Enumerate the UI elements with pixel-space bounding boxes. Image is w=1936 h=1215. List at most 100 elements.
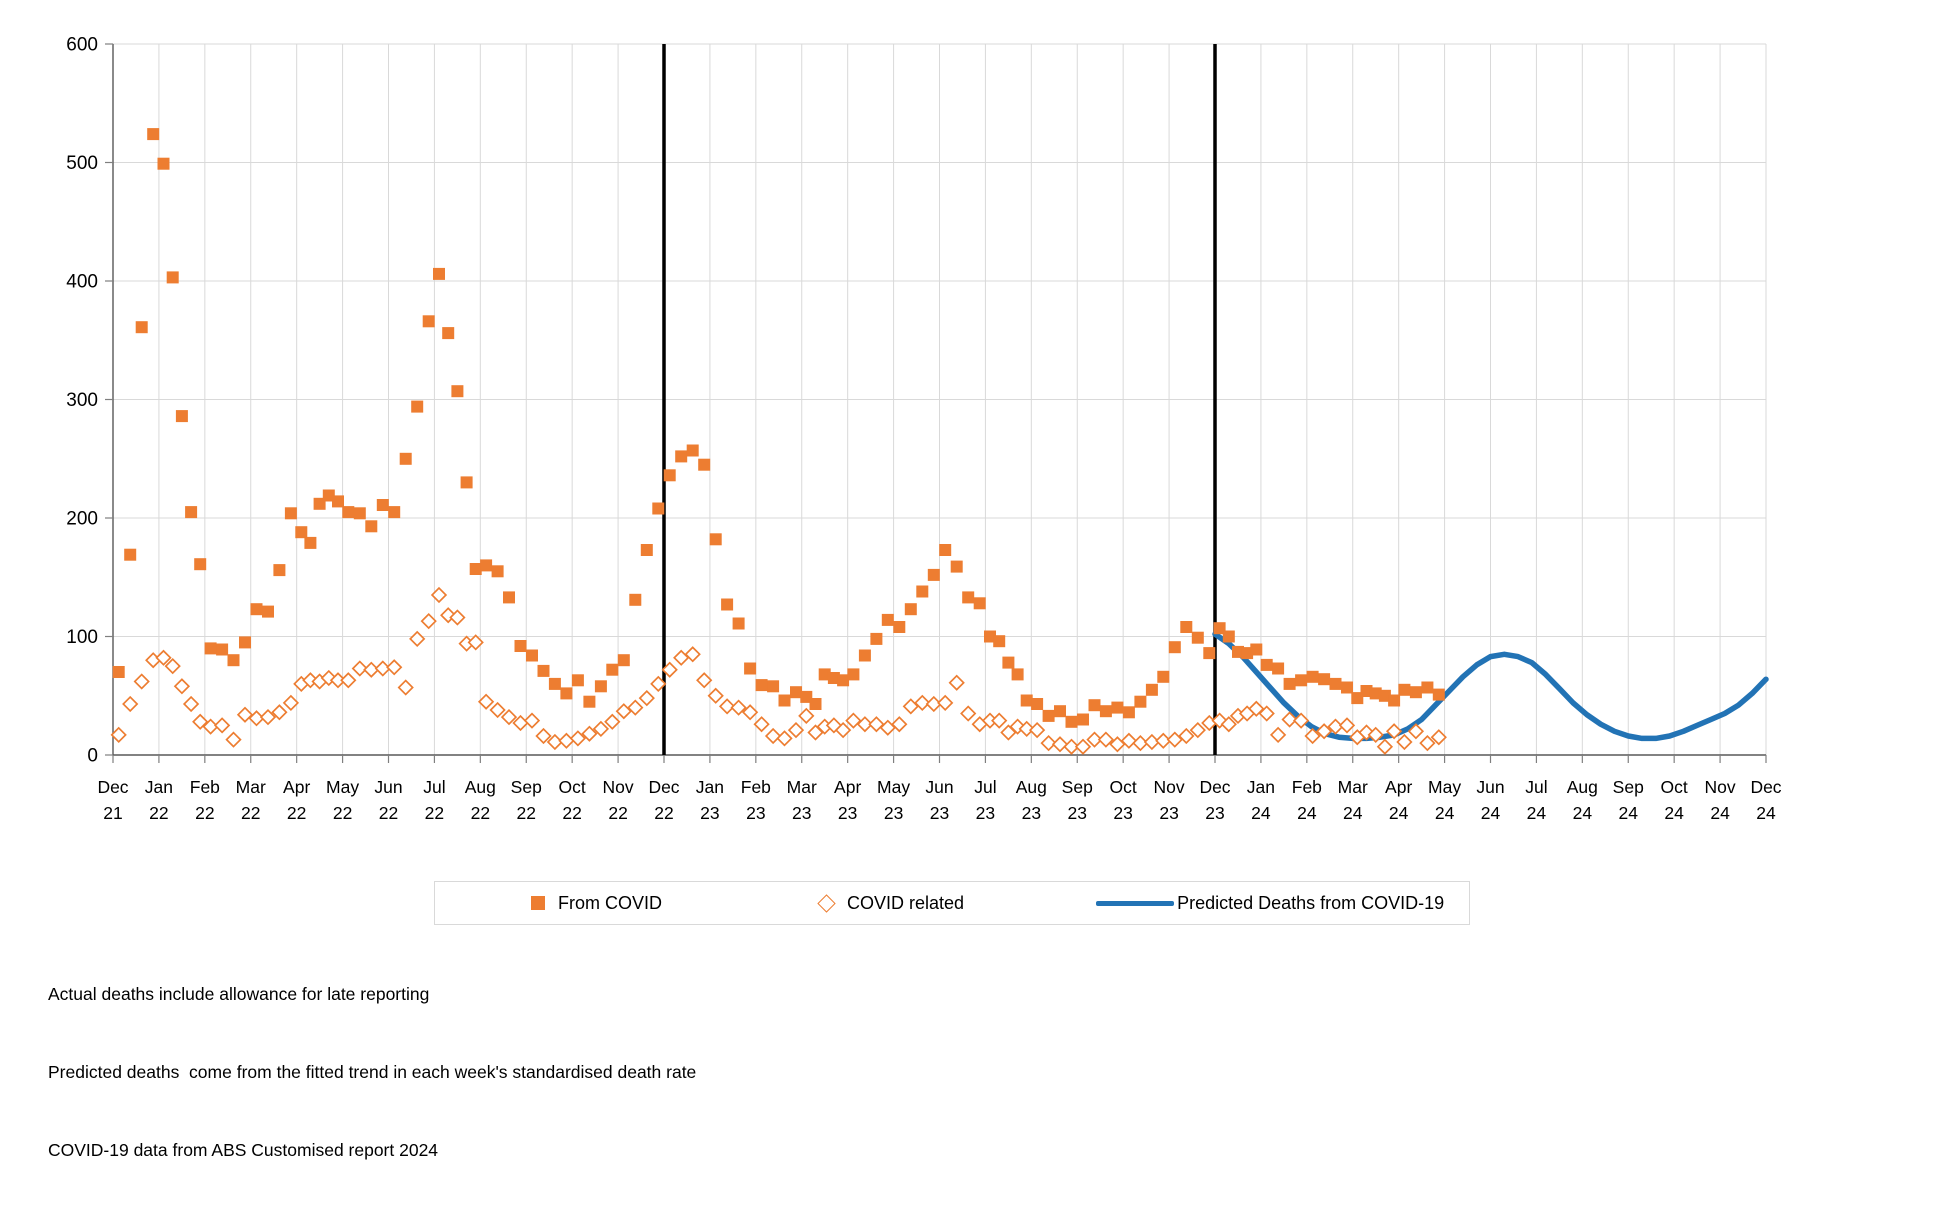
x-tick-label-year: 22 (654, 803, 673, 823)
covid-related-point (1315, 723, 1333, 740)
covid-related-point (351, 660, 368, 677)
covid-related-point (807, 724, 824, 741)
from-covid-point (537, 664, 550, 677)
covid-related-point (477, 693, 495, 710)
from-covid-point (227, 654, 240, 667)
x-tick-label-month: Feb (190, 777, 220, 797)
covid-related-point (569, 730, 587, 747)
from-covid-point (847, 668, 860, 681)
covid-related-point (1018, 720, 1035, 738)
covid-related-point (798, 707, 815, 725)
from-covid-point (800, 690, 813, 703)
predicted-deaths-line (1212, 631, 1769, 742)
from-covid-point (1111, 701, 1124, 714)
from-covid-point (663, 469, 676, 482)
covid-related-point (764, 727, 782, 745)
from-covid-point (332, 495, 344, 508)
covid-related-point (155, 649, 172, 666)
covid-related-point (914, 694, 931, 712)
covid-related-point (776, 730, 793, 747)
x-tick-label-year: 24 (1573, 803, 1593, 823)
from-covid-point (548, 677, 561, 690)
from-covid-point (1042, 709, 1055, 722)
x-tick-label-year: 23 (746, 803, 765, 823)
x-tick-label-year: 24 (1527, 803, 1547, 823)
x-tick-label-month: Jul (1525, 777, 1547, 797)
x-tick-label-month: Mar (1338, 777, 1368, 797)
covid-related-point (374, 660, 391, 677)
x-tick-label-month: Feb (741, 777, 771, 797)
covid-related-point (1292, 712, 1310, 729)
covid-related-point (1086, 731, 1103, 748)
covid-related-point (741, 704, 759, 721)
covid-related-point (164, 657, 181, 675)
covid-related-point (991, 712, 1008, 729)
x-tick-label-year: 24 (1481, 803, 1501, 823)
covid-related-point (581, 725, 598, 742)
covid-related-point (409, 630, 426, 648)
filled-square-marker-icon (531, 896, 545, 910)
from-covid-point (376, 499, 389, 511)
from-covid-point (1011, 668, 1024, 681)
from-covid-point (973, 597, 986, 610)
covid-related-point (329, 672, 347, 689)
from-covid-point (675, 450, 688, 463)
from-covid-point (1168, 641, 1181, 654)
covid-related-point (856, 716, 874, 733)
from-covid-point (1088, 699, 1101, 712)
covid-related-point (489, 701, 506, 719)
x-tick-label-year: 23 (1159, 803, 1178, 823)
x-tick-label-month: Jul (423, 777, 445, 797)
x-tick-label-month: Nov (1705, 777, 1736, 797)
from-covid-point (1020, 694, 1033, 707)
covid-related-point (173, 678, 191, 695)
legend-item-predicted: Predicted Deaths from COVID-19 (1096, 893, 1444, 914)
covid-related-point (1074, 738, 1092, 755)
x-tick-label-year: 23 (976, 803, 995, 823)
from-covid-point (1222, 630, 1235, 643)
covid-related-point (1063, 738, 1080, 755)
legend-label: COVID related (847, 892, 965, 913)
covid-related-point (397, 679, 414, 696)
covid-related-point (213, 717, 231, 734)
x-tick-label-month: Mar (236, 777, 266, 797)
from-covid-point (399, 452, 412, 465)
x-tick-label-month: Mar (787, 777, 817, 797)
x-tick-label-month: Sep (1613, 777, 1644, 797)
x-tick-label-year: 23 (1113, 803, 1132, 823)
covid-related-point (1248, 700, 1265, 717)
from-covid-point (1180, 621, 1193, 633)
covid-related-point (981, 712, 999, 729)
axis-ticks (105, 43, 1767, 763)
covid-related-point (512, 714, 529, 732)
x-tick-label-year: 24 (1435, 803, 1455, 823)
from-covid-point (342, 506, 355, 519)
x-tick-label-year: 21 (103, 803, 122, 823)
covid-related-point (282, 694, 300, 712)
from-covid-point (503, 591, 515, 604)
covid-related-point (546, 733, 564, 751)
x-tick-label-month: Dec (1199, 777, 1230, 797)
x-tick-label-month: Sep (511, 777, 542, 797)
x-tick-label-year: 23 (930, 803, 949, 823)
x-tick-label-month: Aug (1567, 777, 1598, 797)
from-covid-point (194, 558, 207, 571)
from-covid-point (606, 663, 619, 676)
x-tick-label-year: 23 (1205, 803, 1224, 823)
y-tick-label: 300 (66, 390, 98, 411)
from-covid-point (571, 674, 584, 687)
from-covid-point (433, 267, 445, 280)
from-covid-point (1145, 683, 1158, 696)
covid-related-point (707, 687, 724, 704)
covid-related-point (430, 586, 448, 604)
covid-related-point (1407, 723, 1425, 740)
from-covid-point (1272, 662, 1285, 675)
y-tick-label: 200 (66, 509, 98, 530)
from-covid-point (1099, 705, 1112, 718)
from-covid-point (1157, 670, 1170, 683)
x-tick-label-year: 23 (700, 803, 719, 823)
x-tick-label-month: Oct (1661, 777, 1688, 797)
from-covid-point (818, 668, 831, 681)
covid-related-point (523, 712, 541, 729)
covid-related-point (650, 675, 667, 693)
